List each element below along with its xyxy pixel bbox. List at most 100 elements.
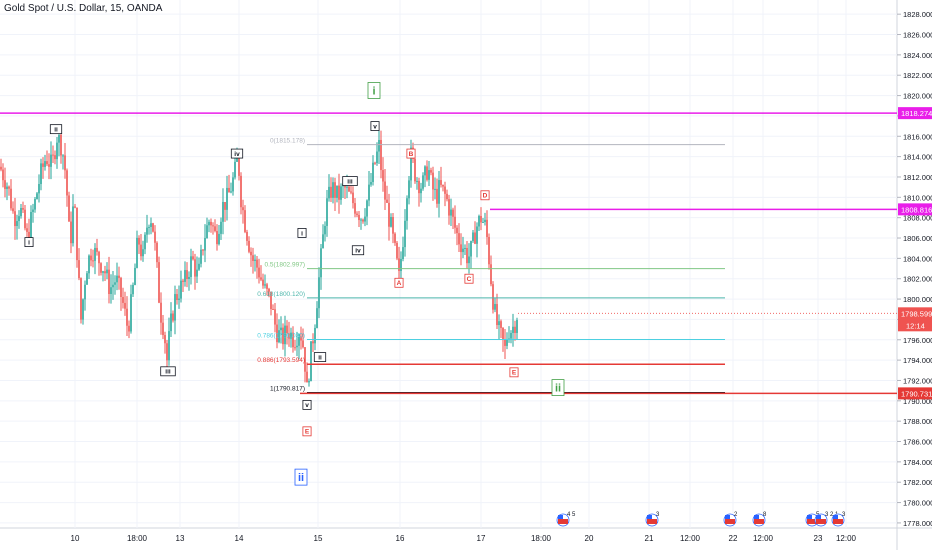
candle-body [138,237,140,245]
candle-body [94,247,96,261]
candle-body [364,216,366,222]
candle-body [114,282,116,285]
fib-level-label: 1(1790.817) [270,386,305,393]
fib-level-label: 0.786(1796.030) [257,332,305,339]
candle-body [158,262,160,303]
candle-body [160,302,162,323]
candle-body [506,339,508,346]
y-tick-label: 1800.000 [903,295,932,304]
candle-body [210,221,212,226]
time-axis[interactable]: 10 18:00 13 14 15 16 17 18:00 20 21 12:00 22 12:00 23… [71,534,857,543]
candle-body [324,225,326,235]
candle-body [274,309,276,325]
fib-level-label: 0.886(1793.594) [257,357,305,364]
candle-body [60,135,62,156]
candle-body [100,263,102,273]
wave-label: ii [318,354,322,361]
candle-body [244,210,246,232]
candle-body [0,166,2,170]
y-tick-label: 1822.000 [903,71,932,80]
candle-body [494,304,496,310]
event-flag-stripe [725,519,735,524]
candle-body [260,277,262,280]
candle-body [98,251,100,264]
candle-body [406,198,408,221]
candle-body [442,184,444,187]
x-tick-label: 16 [396,534,405,543]
candle-body [92,260,94,262]
candle-body [194,259,196,277]
event-flag-canton [807,515,812,519]
candle-body [366,200,368,217]
candle-body [74,206,76,208]
candle-body [416,180,418,182]
candle-body [108,269,110,295]
candle-body [176,294,178,301]
candle-body [418,180,420,194]
candle-body [48,164,50,167]
support-1790-tag [898,387,932,400]
wave-label-box [297,228,307,238]
candle-body [116,275,118,283]
candle-body [186,270,188,280]
wave-label-box [480,190,490,201]
event-flag-canton [647,515,652,519]
candle-body [490,264,492,285]
candle-body [346,186,348,188]
candle-body [476,226,478,244]
candle-body [46,161,48,165]
candle-body [20,208,22,217]
event-flag-stripe [754,519,764,524]
candle-body [512,326,514,333]
candle-body [68,195,70,222]
candle-body [438,180,440,204]
candle-body [312,341,314,344]
candle-body [296,345,298,348]
candle-body [270,291,272,309]
candle-body [474,232,476,244]
wave-label: B [409,151,414,158]
candle-body [390,217,392,227]
candle-body [250,251,252,256]
candle-body [80,278,82,320]
countdown-label: 12:14 [906,321,925,330]
event-count: 2 [734,512,738,518]
candle-body [334,182,336,198]
event-flag-canton [833,515,838,519]
wave-label-box [370,121,380,131]
candle-body [26,228,28,232]
candle-body [458,233,460,245]
candle-body [408,180,410,199]
price-axis[interactable]: 1778.000 1780.000 1782.000 1784.000 1786.000… [897,10,932,528]
candle-body [308,381,310,383]
candle-body [256,259,258,268]
wave-label: v [373,123,377,130]
candle-body [292,332,294,348]
candle-body [306,371,308,383]
candle-body [444,186,446,194]
event-count: 3 2 1 [825,512,839,518]
candle-body [304,347,306,372]
x-tick-label: 10 [71,534,80,543]
candle-body [182,280,184,282]
candle-body [500,321,502,328]
candle-body [514,326,516,333]
wave-label: iv [355,248,361,255]
candle-body [314,327,316,344]
candle-body [164,335,166,344]
wave-label: D [483,193,488,200]
price-tags: 1818.274 1808.816 1790.731 1798.599 12:14 [898,107,932,400]
x-tick-label: 18:00 [127,534,148,543]
wave-label: i [28,239,30,246]
candle-body [230,191,232,193]
y-tick-label: 1786.000 [903,438,932,447]
candle-body [336,185,338,198]
candle-body [450,209,452,216]
candle-body [220,221,222,234]
wave-label: iii [347,178,353,185]
horizontal-lines [0,112,897,395]
candle-body [198,263,200,270]
candle-body [22,208,24,210]
candle-body [356,213,358,215]
